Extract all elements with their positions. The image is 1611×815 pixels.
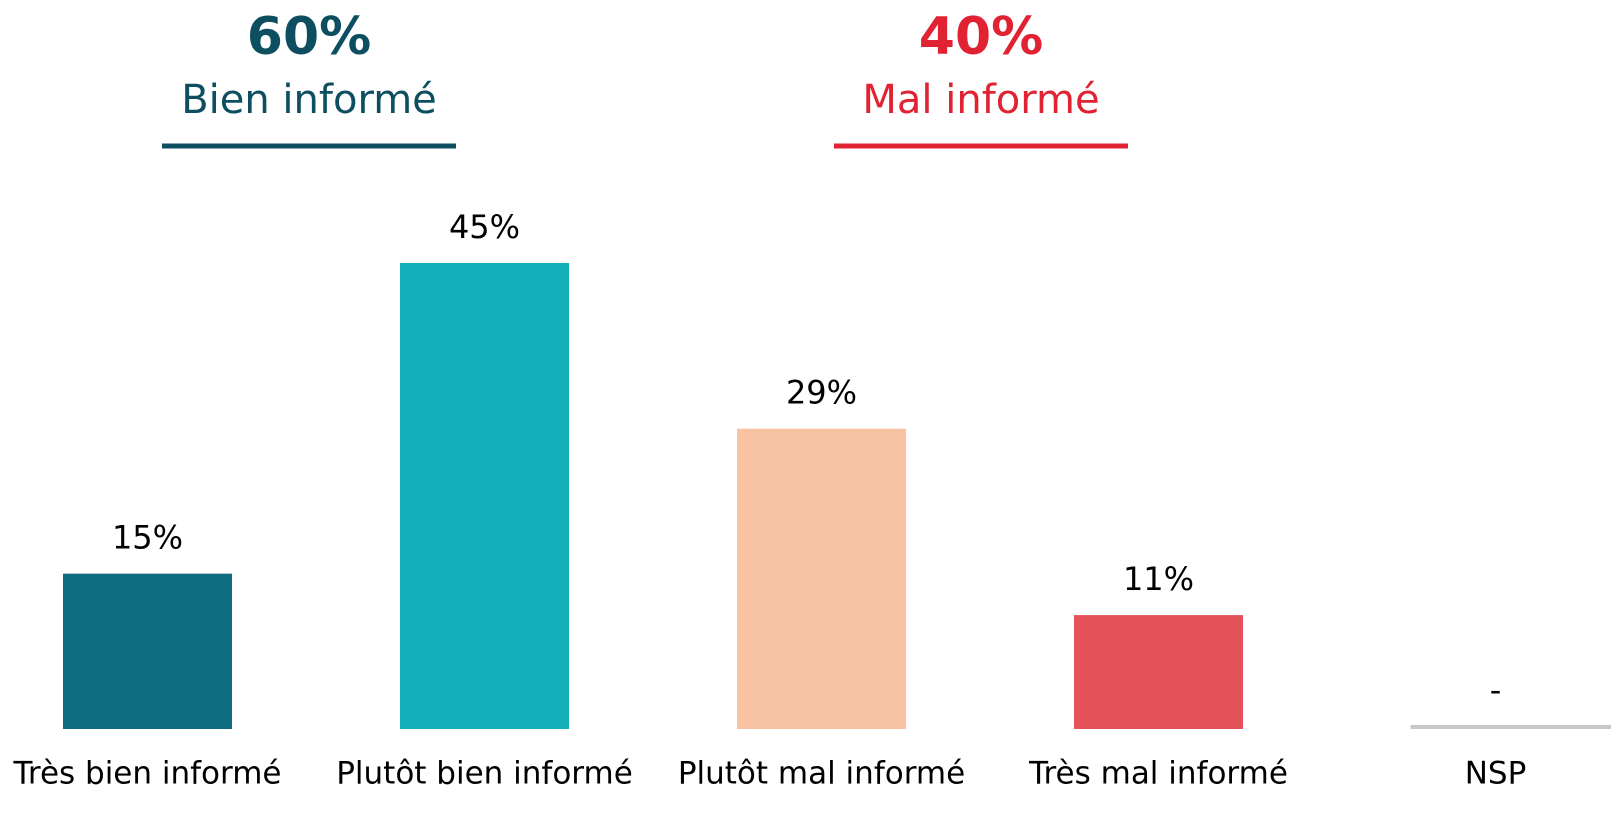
group-total: 40%: [919, 7, 1043, 67]
value-label: 15%: [112, 519, 183, 557]
bar: [737, 428, 906, 729]
value-label: 11%: [1123, 560, 1194, 598]
x-tick-label: NSP: [1465, 756, 1527, 792]
value-label: 45%: [449, 208, 520, 246]
x-tick-label: Très mal informé: [1028, 756, 1288, 792]
x-tick-label: Très bien informé: [13, 756, 282, 792]
bar: [63, 573, 232, 729]
group-name: Bien informé: [181, 77, 437, 123]
group-total: 60%: [247, 7, 371, 67]
value-label: -: [1490, 671, 1502, 709]
bar: [1074, 615, 1243, 729]
group-name: Mal informé: [862, 77, 1099, 123]
x-tick-label: Plutôt bien informé: [336, 756, 633, 792]
value-label: 29%: [786, 374, 857, 412]
bar: [400, 263, 569, 729]
x-tick-label: Plutôt mal informé: [678, 756, 965, 792]
